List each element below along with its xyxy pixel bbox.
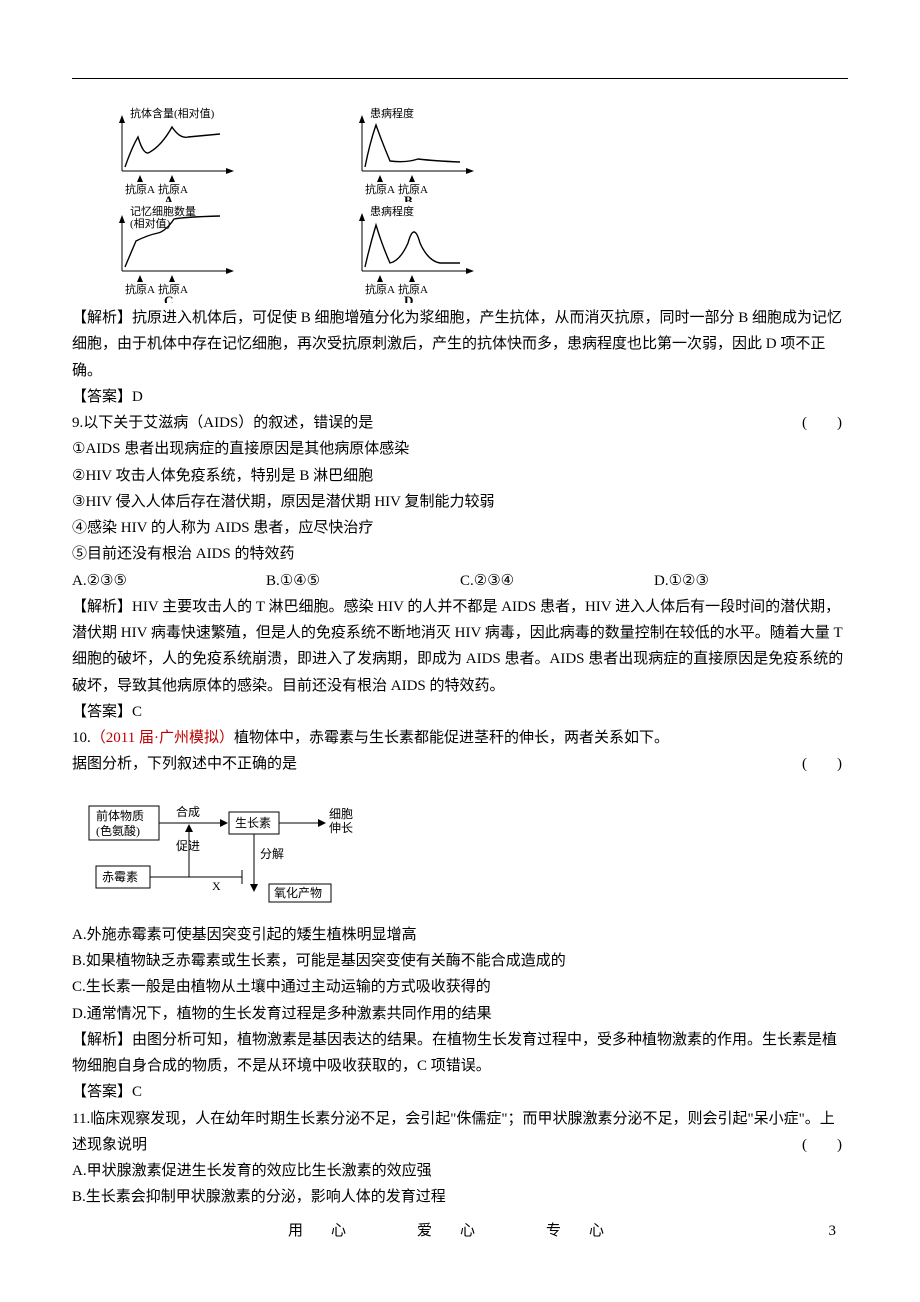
q9-s1: ①AIDS 患者出现病症的直接原因是其他病原体感染 (72, 436, 848, 462)
chart-B: 患病程度 抗原A 抗原A B (340, 107, 540, 199)
q8-analysis: 【解析】抗原进入机体后，可促使 B 细胞增殖分化为浆细胞，产生抗体，从而消灭抗原… (72, 305, 848, 384)
svg-text:细胞: 细胞 (329, 807, 353, 821)
page-content: 抗体含量(相对值) 抗原A 抗原A A 患病程度 (0, 0, 920, 1211)
q11-optA: A.甲状腺激素促进生长发育的效应比生长激素的效应强 (72, 1158, 848, 1184)
q9-s5: ⑤目前还没有根治 AIDS 的特效药 (72, 541, 848, 567)
chart-D-ylabel: 患病程度 (370, 205, 414, 218)
footer-pagenum: 3 (829, 1218, 837, 1244)
svg-text:促进: 促进 (176, 839, 200, 853)
chart-D: 患病程度 抗原A 抗原A D (340, 205, 540, 297)
q9-optB: B.①④⑤ (266, 568, 460, 594)
q9-optC: C.②③④ (460, 568, 654, 594)
q9-stem: 9.以下关于艾滋病（AIDS）的叙述，错误的是 ( ) (72, 410, 848, 436)
q9-optA: A.②③⑤ (72, 568, 266, 594)
q10-answer: 【答案】C (72, 1079, 848, 1105)
q9-answer: 【答案】C (72, 699, 848, 725)
svg-text:B: B (404, 193, 413, 202)
q9-options: A.②③⑤ B.①④⑤ C.②③④ D.①②③ (72, 568, 848, 594)
top-rule (72, 78, 848, 79)
q10-analysis: 【解析】由图分析可知，植物激素是基因表达的结果。在植物生长发育过程中，受多种植物… (72, 1027, 848, 1080)
q10-line1: 10.（2011 届·广州模拟）植物体中，赤霉素与生长素都能促进茎秆的伸长，两者… (72, 725, 848, 751)
q10-optB: B.如果植物缺乏赤霉素或生长素，可能是基因突变使有关酶不能合成造成的 (72, 948, 848, 974)
q11-paren: ( ) (802, 1132, 848, 1158)
q11-optB: B.生长素会抑制甲状腺激素的分泌，影响人体的发育过程 (72, 1184, 848, 1210)
chart-C-ylabel: 记忆细胞数量 (130, 205, 196, 218)
q10-optA: A.外施赤霉素可使基因突变引起的矮生植株明显增高 (72, 922, 848, 948)
q10-paren: ( ) (802, 751, 848, 777)
q8-answer: 【答案】D (72, 384, 848, 410)
svg-text:(相对值): (相对值) (130, 216, 171, 230)
q10-optC: C.生长素一般是由植物从土壤中通过主动运输的方式吸收获得的 (72, 974, 848, 1000)
svg-text:抗原A: 抗原A (125, 182, 155, 196)
q9-s4: ④感染 HIV 的人称为 AIDS 患者，应尽快治疗 (72, 515, 848, 541)
svg-text:生长素: 生长素 (235, 816, 271, 830)
q10-source: （2011 届·广州模拟） (91, 730, 234, 746)
svg-text:D: D (404, 293, 413, 303)
page-footer: 用心 爱心 专心 3 (0, 1218, 920, 1244)
svg-text:C: C (164, 293, 173, 303)
chart-C: 记忆细胞数量 (相对值) 抗原A 抗原A C (100, 205, 300, 297)
svg-text:抗原A: 抗原A (398, 182, 428, 196)
svg-text:X: X (212, 879, 221, 893)
chart-A-ylabel: 抗体含量(相对值) (130, 107, 215, 120)
svg-text:抗原A: 抗原A (365, 182, 395, 196)
svg-text:A: A (164, 193, 174, 202)
q9-paren: ( ) (802, 410, 848, 436)
q11-stem: 11.临床观察发现，人在幼年时期生长素分泌不足，会引起"侏儒症"；而甲状腺激素分… (72, 1111, 835, 1153)
q11-stem-block: 11.临床观察发现，人在幼年时期生长素分泌不足，会引起"侏儒症"；而甲状腺激素分… (72, 1106, 848, 1159)
q10-diagram: 前体物质 (色氨酸) 合成 生长素 细胞 伸长 赤霉素 促进 X (84, 788, 848, 912)
svg-text:(色氨酸): (色氨酸) (96, 823, 140, 838)
svg-text:合成: 合成 (176, 804, 200, 819)
charts-grid: 抗体含量(相对值) 抗原A 抗原A A 患病程度 (100, 107, 848, 297)
q10-line2: 据图分析，下列叙述中不正确的是 ( ) (72, 751, 848, 777)
svg-text:伸长: 伸长 (329, 821, 353, 835)
svg-text:抗原A: 抗原A (365, 282, 395, 296)
svg-text:抗原A: 抗原A (125, 282, 155, 296)
q9-analysis: 【解析】HIV 主要攻击人的 T 淋巴细胞。感染 HIV 的人并不都是 AIDS… (72, 594, 848, 699)
svg-text:氧化产物: 氧化产物 (274, 886, 322, 900)
chart-B-ylabel: 患病程度 (370, 107, 414, 120)
svg-text:前体物质: 前体物质 (96, 808, 144, 823)
q10-optD: D.通常情况下，植物的生长发育过程是多种激素共同作用的结果 (72, 1001, 848, 1027)
chart-A: 抗体含量(相对值) 抗原A 抗原A A (100, 107, 300, 199)
svg-text:赤霉素: 赤霉素 (102, 870, 138, 884)
svg-text:分解: 分解 (260, 847, 284, 861)
footer-words: 用心 爱心 专心 (288, 1223, 632, 1239)
q9-s3: ③HIV 侵入人体后存在潜伏期，原因是潜伏期 HIV 复制能力较弱 (72, 489, 848, 515)
q9-s2: ②HIV 攻击人体免疫系统，特别是 B 淋巴细胞 (72, 463, 848, 489)
q9-optD: D.①②③ (654, 568, 848, 594)
